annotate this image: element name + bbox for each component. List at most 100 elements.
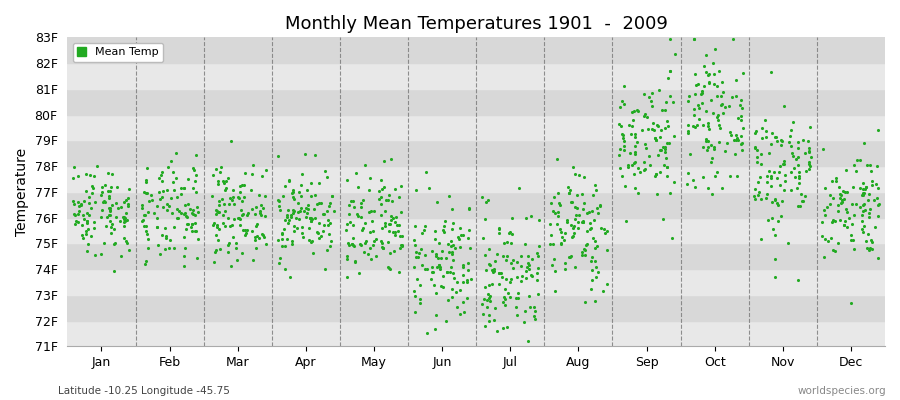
Point: [500, 290, 515, 296]
Point: [310, 229, 324, 235]
Point: [212, 202, 226, 208]
Point: [388, 186, 402, 192]
Point: [443, 269, 457, 276]
Point: [355, 226, 369, 233]
Point: [478, 252, 492, 258]
Point: [139, 223, 153, 230]
Point: [852, 157, 867, 163]
Point: [860, 162, 874, 168]
Point: [532, 243, 546, 250]
Point: [702, 79, 716, 85]
Point: [365, 218, 380, 224]
Point: [571, 205, 585, 211]
Point: [596, 288, 610, 294]
Point: [382, 250, 397, 256]
Point: [184, 210, 199, 217]
Point: [777, 186, 791, 193]
Point: [707, 46, 722, 52]
Point: [150, 224, 165, 230]
Point: [554, 240, 569, 246]
Point: [441, 296, 455, 303]
Point: [588, 298, 602, 304]
Point: [775, 138, 789, 144]
Point: [654, 127, 669, 134]
Point: [777, 160, 791, 167]
Point: [572, 218, 586, 225]
Point: [658, 125, 672, 131]
Point: [792, 175, 806, 182]
Point: [320, 246, 335, 253]
Point: [562, 184, 576, 190]
Point: [791, 203, 806, 210]
Point: [861, 190, 876, 197]
Point: [358, 162, 373, 168]
Point: [410, 254, 425, 260]
Point: [482, 291, 496, 298]
Point: [482, 294, 496, 301]
Point: [522, 262, 536, 268]
Point: [479, 267, 493, 273]
Point: [97, 198, 112, 205]
Point: [735, 147, 750, 154]
Point: [751, 158, 765, 165]
Point: [364, 208, 378, 214]
Point: [626, 116, 640, 123]
Point: [617, 83, 632, 89]
Point: [321, 216, 336, 223]
Point: [621, 164, 635, 170]
Point: [568, 171, 582, 178]
Point: [177, 244, 192, 251]
Point: [616, 173, 630, 179]
Bar: [68, 89, 885, 114]
Point: [773, 213, 788, 219]
Point: [324, 238, 338, 244]
Point: [574, 191, 589, 198]
Point: [94, 184, 109, 190]
Point: [777, 158, 791, 164]
Point: [615, 131, 629, 137]
Point: [316, 228, 330, 234]
Point: [433, 263, 447, 270]
Point: [254, 202, 268, 208]
Point: [86, 185, 100, 192]
Point: [613, 104, 627, 110]
Point: [349, 170, 364, 177]
Point: [782, 139, 796, 146]
Point: [436, 229, 451, 236]
Point: [764, 183, 778, 189]
Point: [658, 146, 672, 152]
Point: [184, 224, 198, 230]
Point: [759, 134, 773, 140]
Point: [695, 90, 709, 96]
Point: [510, 274, 525, 280]
Point: [248, 222, 263, 229]
Point: [256, 232, 270, 238]
Point: [860, 238, 874, 245]
Point: [312, 180, 327, 186]
Point: [166, 179, 180, 185]
Point: [551, 190, 565, 196]
Point: [282, 178, 296, 184]
Point: [299, 213, 313, 220]
Point: [751, 179, 765, 186]
Point: [175, 185, 189, 191]
Point: [687, 106, 701, 112]
Point: [768, 134, 782, 140]
Point: [80, 210, 94, 216]
Point: [568, 264, 582, 270]
Point: [311, 220, 326, 226]
Point: [391, 228, 405, 234]
Point: [249, 221, 264, 228]
Point: [155, 169, 169, 176]
Point: [180, 214, 194, 220]
Point: [167, 245, 182, 252]
Point: [701, 185, 716, 191]
Point: [432, 240, 446, 246]
Point: [790, 145, 805, 151]
Point: [122, 246, 137, 253]
Point: [232, 195, 247, 201]
Point: [825, 217, 840, 224]
Point: [748, 186, 762, 192]
Point: [832, 216, 847, 223]
Point: [450, 278, 464, 285]
